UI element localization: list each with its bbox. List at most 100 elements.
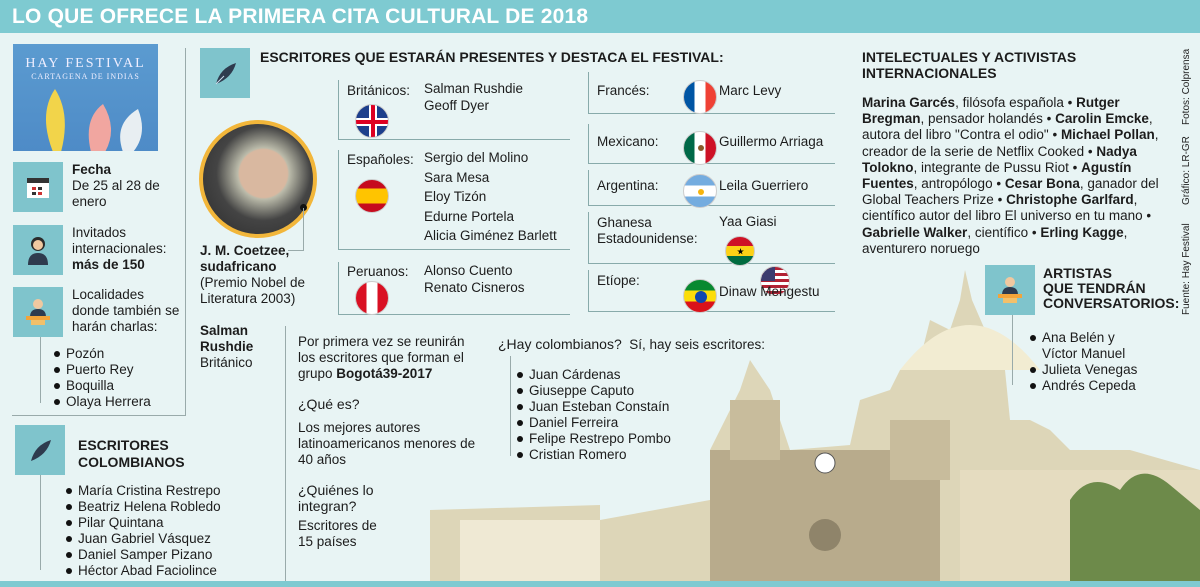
colombianos-list: Juan Cárdenas Giuseppe Caputo Juan Esteban… [517, 367, 671, 463]
question: ¿Qué es? [298, 396, 360, 412]
group-names: Alonso Cuento Renato Cisneros [424, 262, 525, 296]
page-title: LO QUE OFRECE LA PRIMERA CITA CULTURAL D… [12, 5, 589, 28]
group-label: Mexicano: [597, 134, 659, 149]
connector-line [288, 250, 304, 251]
separator: • [1028, 224, 1041, 240]
group-label: Etíope: [597, 273, 640, 288]
rushdie-name: Rushdie [200, 339, 254, 354]
divider [185, 48, 186, 416]
coetzee-nationality: sudafricano [200, 259, 277, 274]
writer-name: Geoff Dyer [424, 98, 490, 113]
list-item: Olaya Herrera [54, 394, 151, 410]
mexico-flag-icon [683, 131, 717, 165]
fact-value: más de 150 [72, 257, 145, 272]
connector-line [1012, 315, 1013, 385]
intellectual-name: Cesar Bona [1004, 176, 1080, 192]
colombian-writers-list: María Cristina Restrepo Beatriz Helena Ro… [66, 483, 221, 579]
writer-name: Dinaw Mengestu [719, 284, 820, 299]
group-label: Españoles: [347, 152, 414, 167]
fact-date: Fecha De 25 al 28 de enero [72, 162, 177, 210]
colombian-writers-title: ESCRITORES COLOMBIANOS [78, 437, 185, 471]
list-item: Juan Cárdenas [517, 367, 671, 383]
list-item: Juan Gabriel Vásquez [66, 531, 221, 547]
list-item: Beatriz Helena Robledo [66, 499, 221, 515]
intellectual-name: Michael Pollan [1060, 127, 1155, 143]
feather-icon [15, 425, 65, 475]
list-item: Héctor Abad Faciolince [66, 563, 221, 579]
fact-text: De 25 al 28 de enero [72, 178, 160, 209]
group-argentina: Argentina: Leila Guerriero [588, 170, 835, 208]
title-line: ESCRITORES [78, 437, 169, 453]
intellectuals-title: INTELECTUALES Y ACTIVISTAS INTERNACIONAL… [862, 49, 1077, 81]
list-item: Daniel Ferreira [517, 415, 671, 431]
argentina-flag-icon [683, 174, 717, 208]
localities-list: Pozón Puerto Rey Boquilla Olaya Herrera [54, 346, 151, 410]
intellectual-desc: , pensador holandés [920, 111, 1043, 127]
writer-name: Salman Rushdie [424, 81, 524, 96]
separator: • [1068, 159, 1082, 175]
speaker-podium-icon [985, 265, 1035, 315]
intellectual-desc: , autora del libro "Contra el odio" [862, 111, 1153, 143]
answer: Escritores de 15 países [298, 518, 377, 549]
list-item: Daniel Samper Pizano [66, 547, 221, 563]
list-item: Puerto Rey [54, 362, 151, 378]
coetzee-caption: J. M. Coetzee, sudafricano (Premio Nobel d… [200, 243, 320, 307]
feather-icon [200, 48, 250, 98]
writer-name: Guillermo Arriaga [719, 134, 824, 149]
writer-name: Sara Mesa [424, 169, 490, 185]
writer-name: Renato Cisneros [424, 280, 525, 295]
group-ghanesa-estadounidense: Ghanesa Estadounidense: Yaa Giasi [588, 212, 835, 296]
list-item: Boquilla [54, 378, 151, 394]
title-line: CONVERSATORIOS: [1043, 295, 1180, 311]
separator: • [1084, 143, 1097, 159]
title-line: ARTISTAS [1043, 265, 1112, 281]
group-name: Bogotá39-2017 [336, 366, 433, 381]
connector-line [510, 356, 511, 456]
title-line: COLOMBIANOS [78, 454, 185, 470]
intellectuals-list: Marina Garcés, filósofa española • Rutge… [862, 95, 1167, 257]
calendar-icon [13, 162, 63, 212]
intellectual-name: Nadya Tolokno [862, 143, 1137, 175]
person-icon [13, 225, 63, 275]
list-item: Cristian Romero [517, 447, 671, 463]
intellectual-desc: , ganador del Global Teachers Prize [862, 176, 1159, 208]
writer-name: Alonso Cuento [424, 263, 513, 278]
coetzee-note: (Premio Nobel de Literatura 2003) [200, 275, 306, 306]
leaves-illustration [45, 89, 142, 151]
photo-credit: Fotos: Colprensa [1181, 48, 1192, 125]
separator: • [993, 192, 1007, 208]
list-item: Giuseppe Caputo [517, 383, 671, 399]
source-credit: Fuente: Hay Festival [1181, 223, 1192, 315]
ghana-flag-icon [725, 236, 755, 266]
group-label: Británicos: [347, 83, 411, 98]
connector-line [40, 475, 41, 570]
group-label: Argentina: [597, 178, 659, 193]
list-item: Ana Belén y Víctor Manuel [1030, 330, 1140, 362]
group-label: Francés: [597, 83, 650, 98]
question: ¿Quiénes lo integran? [298, 482, 374, 514]
intellectual-name: Marina Garcés [862, 95, 956, 110]
separator: • [1142, 208, 1152, 224]
writer-name: Yaa Giasi [719, 214, 777, 229]
separator: • [992, 176, 1005, 192]
title-line: QUE TENDRÁN [1043, 280, 1146, 296]
writers-title: ESCRITORES QUE ESTARÁN PRESENTES Y DESTA… [260, 49, 724, 65]
group-label: Ghanesa Estadounidense: [597, 215, 698, 246]
bogota-intro: Por primera vez se reunirán los escritor… [298, 334, 478, 382]
poster-title: HAY FESTIVAL [25, 56, 146, 71]
poster-subtitle: CARTAGENA DE INDIAS [31, 72, 140, 81]
ethiopia-flag-icon [683, 279, 717, 313]
artists-title: ARTISTAS QUE TENDRÁN CONVERSATORIOS: [1043, 266, 1179, 311]
intellectual-name: Agustín Fuentes [862, 159, 1132, 192]
hay-festival-poster: HAY FESTIVAL CARTAGENA DE INDIAS [13, 44, 158, 151]
speaker-podium-icon [13, 287, 63, 337]
writer-name: Marc Levy [719, 83, 782, 98]
coetzee-portrait [199, 120, 317, 238]
group-frances: Francés: Marc Levy [588, 72, 835, 114]
uk-flag-icon [355, 104, 389, 138]
usa-flag-icon [760, 266, 790, 296]
list-item: Pozón [54, 346, 151, 362]
answer: Los mejores autores latinoamericanos men… [298, 420, 476, 467]
question: ¿Hay colombianos? [498, 336, 622, 352]
spain-flag-icon [355, 179, 389, 213]
